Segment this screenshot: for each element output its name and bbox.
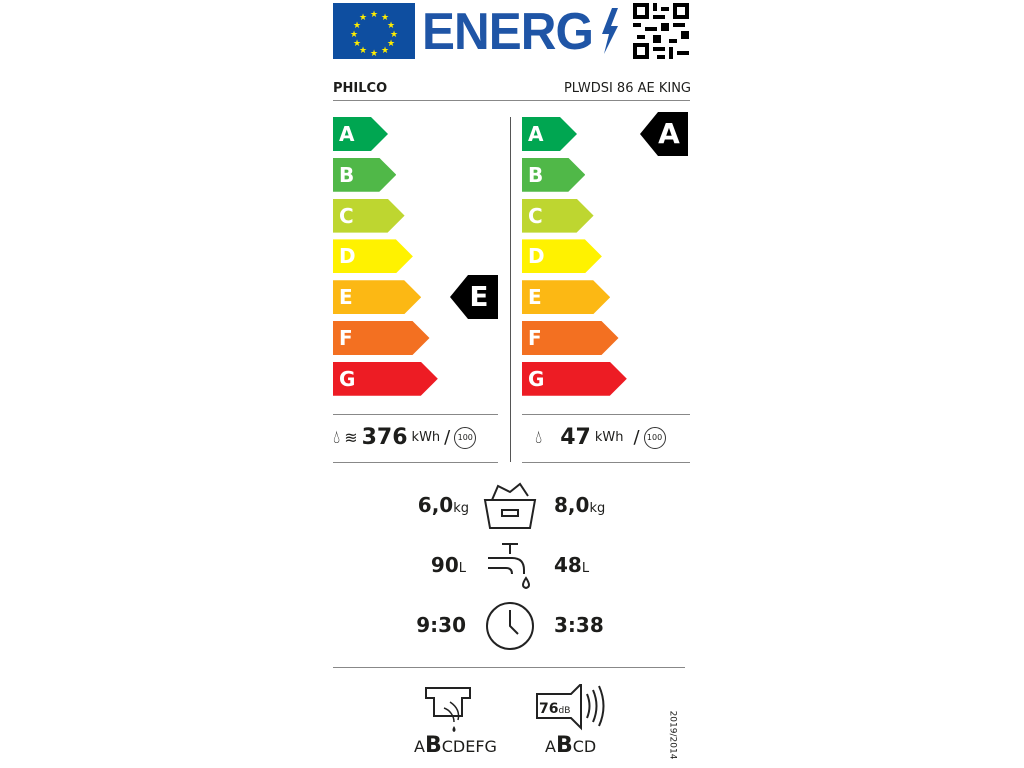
divider	[522, 414, 690, 415]
qr-code[interactable]	[633, 3, 689, 59]
energy-class-bar-g: G	[522, 362, 627, 396]
energy-class-bar-f: F	[522, 321, 619, 355]
energy-class-bar-e: E	[333, 280, 421, 314]
spin-class-selected: B	[424, 733, 442, 758]
spin-drying-class-scale: ABCDEFG	[414, 733, 497, 758]
noise-value: 76dB	[539, 701, 571, 717]
unit: kg	[589, 501, 606, 516]
slash: /	[633, 427, 640, 448]
svg-text:★: ★	[381, 13, 389, 23]
speaker-noise-icon	[536, 684, 605, 731]
water-drop-icon: 💧︎	[333, 427, 341, 448]
wash-capacity: 8,0	[554, 493, 590, 517]
washer-dryer-class-indicator: E	[450, 275, 498, 319]
wd-duration: 9:30	[416, 613, 466, 637]
laundry-basket-icon	[483, 482, 537, 529]
wd-water: 90	[430, 553, 459, 577]
cycles-icon: 100	[643, 426, 666, 449]
svg-text:★: ★	[390, 30, 398, 40]
water-tap-icon	[488, 543, 530, 590]
noise-class-selected: B	[555, 733, 573, 758]
model-name: PLWDSI 86 AE KING	[563, 81, 691, 96]
washer-energy: 47	[560, 425, 591, 450]
divider	[522, 462, 690, 463]
water-drop-icon: 💧︎	[535, 427, 543, 448]
svg-text:★: ★	[381, 46, 389, 56]
svg-text:★: ★	[370, 10, 378, 20]
eu-flag-logo: ★ ★ ★ ★ ★ ★ ★ ★ ★ ★ ★ ★	[333, 3, 415, 59]
svg-text:★: ★	[359, 46, 367, 56]
energy-class-bar-a: A	[333, 117, 388, 151]
energy-class-bar-a: A	[522, 117, 577, 151]
energy-class-bar-e: E	[522, 280, 610, 314]
svg-text:★: ★	[387, 39, 395, 49]
energy-logo-text: ENERG	[422, 3, 594, 61]
slash: /	[444, 427, 451, 448]
noise-class-scale: ABCD	[545, 733, 597, 758]
svg-text:★: ★	[359, 13, 367, 23]
divider	[333, 462, 498, 463]
unit: kg	[453, 501, 469, 516]
regulation-number: 2019/2014	[667, 710, 678, 760]
clock-icon	[486, 602, 534, 650]
energy-class-bar-b: B	[522, 158, 585, 192]
cycles-icon: 100	[454, 426, 477, 449]
energy-unit: kWh	[411, 430, 441, 445]
energy-class-bar-f: F	[333, 321, 430, 355]
wash-duration: 3:38	[554, 613, 604, 637]
spin-drying-shirt-icon	[425, 687, 471, 732]
divider	[333, 667, 685, 668]
wd-capacity: 6,0	[417, 493, 454, 517]
svg-text:★: ★	[353, 21, 361, 31]
washer-dryer-energy: 376	[361, 425, 408, 450]
divider	[333, 100, 690, 101]
svg-text:★: ★	[387, 21, 395, 31]
energy-unit: kWh	[594, 430, 624, 445]
brand-name: PHILCO	[333, 81, 388, 96]
energy-class-bar-d: D	[522, 239, 602, 273]
column-divider	[510, 117, 511, 462]
heat-icon: ≋	[344, 428, 358, 447]
energy-class-bar-c: C	[333, 199, 405, 233]
svg-text:★: ★	[353, 39, 361, 49]
energy-class-bar-b: B	[333, 158, 396, 192]
energy-class-bar-d: D	[333, 239, 413, 273]
lightning-icon	[602, 8, 618, 54]
divider	[333, 414, 498, 415]
energy-class-bar-g: G	[333, 362, 438, 396]
unit: L	[458, 561, 466, 576]
wash-water: 48	[554, 553, 582, 577]
unit: L	[581, 561, 590, 576]
washer-class-indicator: A	[640, 112, 688, 156]
svg-text:★: ★	[350, 30, 358, 40]
svg-text:★: ★	[370, 49, 378, 59]
energy-class-bar-c: C	[522, 199, 594, 233]
